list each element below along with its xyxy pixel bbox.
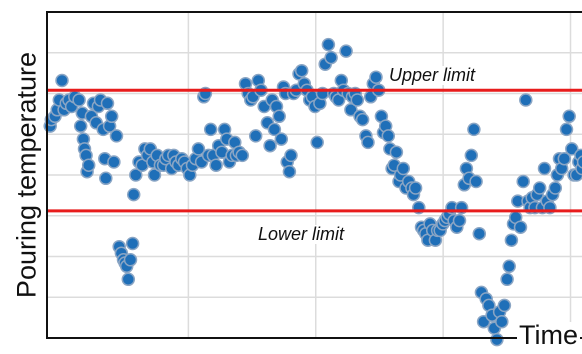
data-point (284, 148, 298, 163)
data-points (43, 37, 582, 347)
data-point (495, 314, 509, 329)
data-point (248, 129, 263, 143)
data-point (355, 112, 370, 127)
data-point (274, 132, 289, 146)
data-point (559, 122, 574, 137)
data-point (203, 122, 218, 137)
data-point (107, 155, 121, 169)
data-point (452, 213, 467, 228)
data-point (513, 220, 528, 234)
data-point (557, 151, 572, 166)
data-point (324, 50, 338, 65)
data-point (396, 161, 411, 176)
data-point (469, 174, 483, 189)
data-point (263, 138, 277, 153)
data-point (55, 73, 69, 88)
data-point (502, 259, 516, 274)
data-point (361, 135, 375, 150)
data-point (339, 44, 353, 58)
data-point (472, 226, 487, 241)
data-point (109, 129, 124, 143)
data-point (532, 181, 547, 195)
data-point (516, 174, 530, 189)
data-point (310, 135, 324, 150)
data-point (235, 148, 250, 163)
data-point (272, 109, 286, 124)
data-point (191, 142, 206, 156)
data-point (321, 37, 336, 52)
data-point (500, 272, 514, 287)
data-point (294, 63, 309, 78)
data-point (497, 298, 512, 313)
x-axis-label: Time (517, 320, 580, 350)
data-point (576, 155, 582, 169)
data-point (73, 119, 88, 133)
upper-limit-label: Upper limit (386, 66, 479, 85)
data-point (464, 148, 479, 163)
lower-limit-label: Lower limit (255, 225, 348, 244)
data-point (562, 109, 576, 124)
grid-lines (47, 12, 582, 338)
data-point (389, 145, 404, 159)
data-point (369, 70, 383, 84)
data-point (548, 181, 563, 195)
data-point (104, 109, 119, 124)
data-point (504, 233, 519, 247)
plot-frame (46, 11, 582, 339)
y-axis-label: Pouring temperature (11, 51, 42, 299)
data-point (381, 129, 396, 143)
data-point (467, 122, 481, 137)
data-point (350, 93, 365, 107)
data-point (147, 168, 162, 182)
data-point (129, 168, 143, 182)
data-point (344, 103, 358, 117)
data-point (123, 253, 138, 267)
data-point (121, 272, 136, 287)
data-point (209, 158, 223, 172)
data-point (72, 93, 86, 107)
data-point (100, 96, 115, 111)
data-point (537, 161, 552, 176)
data-point (565, 142, 579, 156)
data-point (519, 93, 533, 107)
data-point (99, 171, 113, 186)
limit-lines (47, 88, 582, 213)
data-point (126, 187, 141, 202)
data-point (267, 122, 282, 137)
data-point (282, 164, 297, 179)
data-point (408, 181, 423, 195)
data-point (125, 236, 140, 251)
data-point (81, 158, 96, 172)
data-point (490, 332, 504, 347)
